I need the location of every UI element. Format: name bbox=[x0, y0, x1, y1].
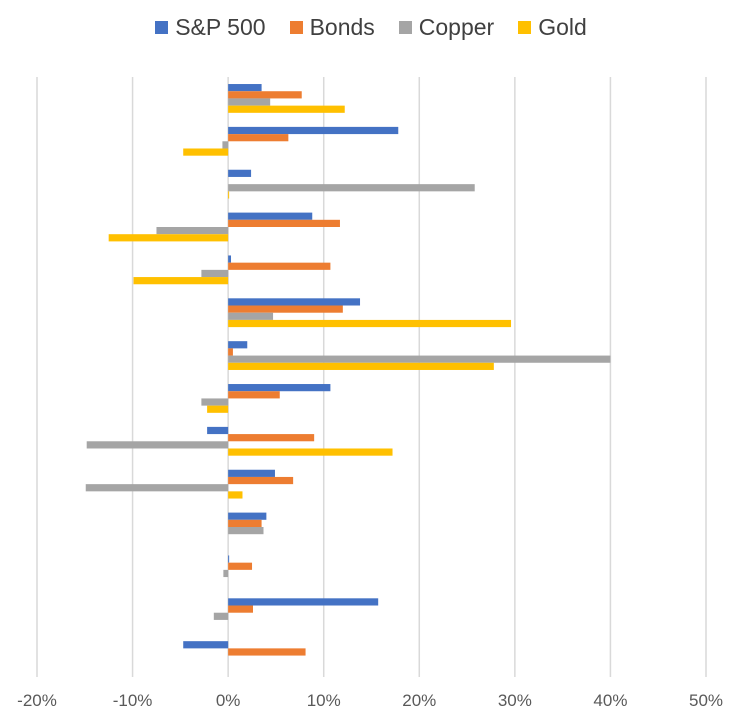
x-tick-label: 10% bbox=[307, 691, 341, 710]
legend-item: Gold bbox=[518, 14, 587, 41]
bar bbox=[228, 255, 232, 263]
legend-swatch bbox=[289, 20, 303, 34]
bar bbox=[223, 569, 229, 578]
legend-swatch bbox=[518, 20, 532, 34]
bar bbox=[228, 362, 494, 370]
bar bbox=[85, 484, 229, 492]
bar bbox=[228, 91, 302, 99]
bar bbox=[228, 169, 252, 177]
x-tick-label: 50% bbox=[689, 691, 723, 710]
x-tick-label: 20% bbox=[402, 691, 436, 710]
legend: S&P 500 Bonds Copper Gold bbox=[0, 10, 742, 44]
bar bbox=[207, 405, 229, 413]
bar bbox=[228, 191, 230, 199]
bar bbox=[228, 476, 294, 485]
legend-swatch bbox=[155, 20, 169, 34]
bar bbox=[222, 141, 229, 149]
bar bbox=[228, 605, 253, 613]
legend-swatch bbox=[398, 20, 412, 34]
bar bbox=[228, 105, 345, 113]
bar bbox=[228, 305, 343, 313]
bar bbox=[228, 184, 475, 192]
x-tick-label: 0% bbox=[216, 691, 241, 710]
bar bbox=[207, 426, 229, 435]
bar bbox=[183, 148, 229, 156]
legend-label: Bonds bbox=[309, 13, 375, 40]
bar bbox=[228, 562, 253, 570]
bar bbox=[228, 126, 399, 135]
bar bbox=[228, 648, 306, 656]
bar bbox=[228, 469, 275, 477]
x-tick-label: 30% bbox=[498, 691, 532, 710]
bars bbox=[85, 84, 611, 656]
legend-item: S&P 500 bbox=[155, 13, 266, 41]
x-tick-labels: -20% -10% 0% 10% 20% 30% 40% 50% bbox=[17, 691, 723, 710]
bar bbox=[201, 269, 229, 278]
bar bbox=[228, 527, 264, 535]
bar bbox=[86, 441, 229, 449]
bar bbox=[213, 612, 229, 620]
bar bbox=[228, 212, 313, 220]
bar bbox=[228, 598, 379, 606]
bar bbox=[228, 448, 393, 456]
bar bbox=[228, 312, 274, 320]
bar bbox=[156, 227, 229, 235]
bar bbox=[133, 277, 229, 285]
bar bbox=[228, 134, 289, 142]
bar bbox=[228, 298, 361, 306]
bar bbox=[228, 341, 248, 349]
gridlines bbox=[36, 77, 707, 677]
bar bbox=[228, 391, 280, 399]
bar bbox=[228, 348, 233, 356]
legend-label: S&P 500 bbox=[175, 13, 266, 40]
bar bbox=[228, 555, 230, 563]
bar bbox=[228, 519, 262, 527]
bar bbox=[228, 355, 611, 363]
legend-label: Gold bbox=[538, 13, 587, 40]
x-tick-label: 40% bbox=[593, 691, 627, 710]
bar bbox=[201, 398, 229, 406]
bar bbox=[228, 384, 331, 392]
bar bbox=[228, 434, 315, 442]
x-tick-label: -10% bbox=[113, 691, 153, 710]
bar bbox=[228, 319, 512, 328]
bar bbox=[228, 491, 243, 499]
x-tick-label: -20% bbox=[17, 691, 57, 710]
bar bbox=[228, 219, 340, 227]
legend-item: Bonds bbox=[289, 13, 375, 41]
bar bbox=[108, 234, 229, 242]
bar bbox=[228, 98, 271, 106]
legend-label: Copper bbox=[418, 13, 495, 40]
bar bbox=[228, 262, 331, 270]
legend-item: Copper bbox=[398, 13, 495, 41]
bar bbox=[228, 84, 262, 92]
bar bbox=[228, 512, 267, 520]
bar bbox=[183, 641, 229, 649]
